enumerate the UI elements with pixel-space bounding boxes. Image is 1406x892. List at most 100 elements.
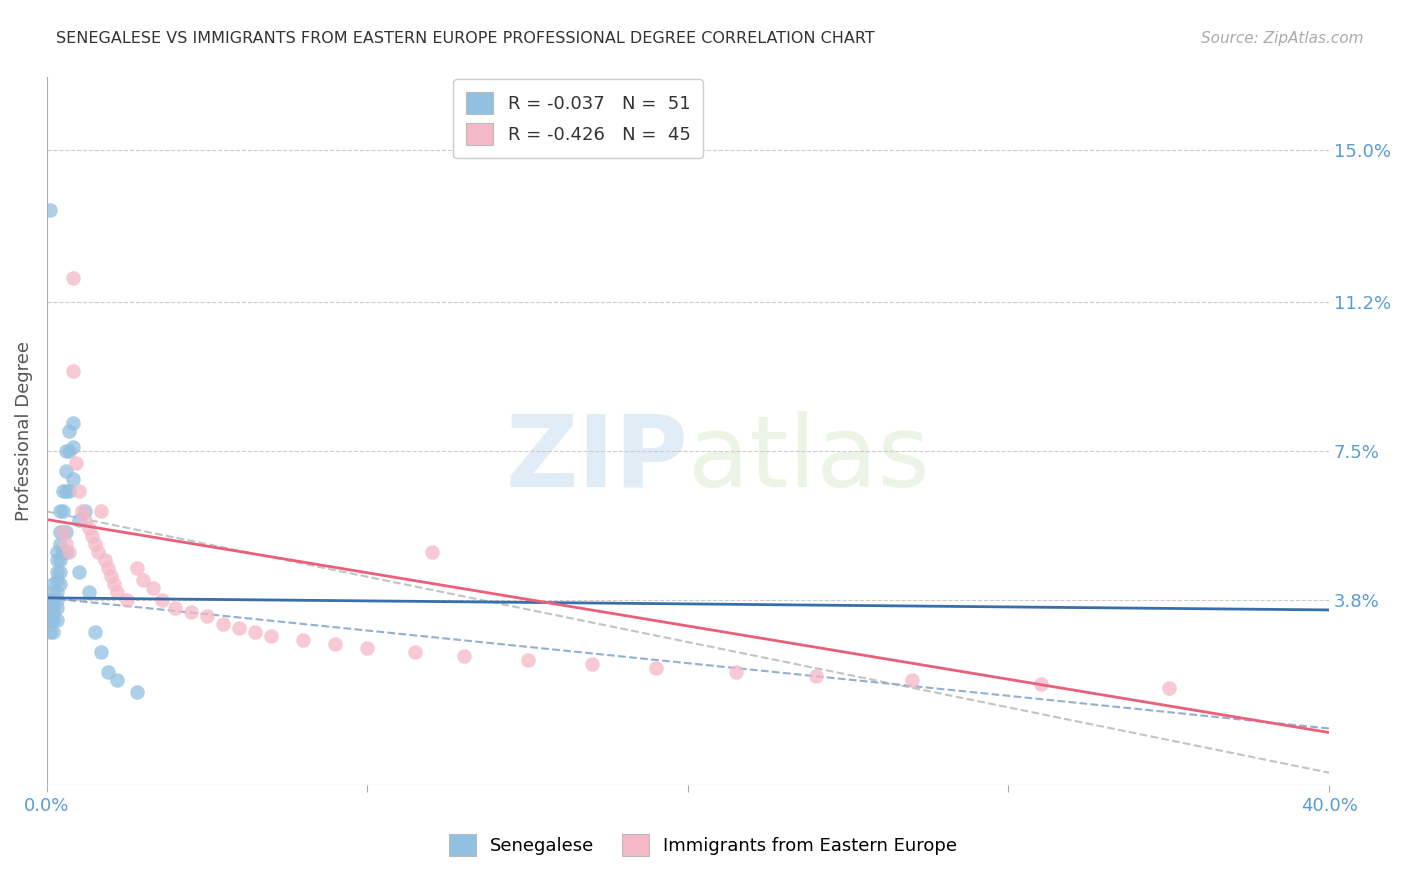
Point <box>132 573 155 587</box>
Point <box>644 661 666 675</box>
Point <box>45 565 67 579</box>
Point <box>67 512 90 526</box>
Point <box>453 649 475 664</box>
Point <box>48 565 70 579</box>
Point <box>103 576 125 591</box>
Point <box>39 613 62 627</box>
Point <box>100 568 122 582</box>
Legend: R = -0.037   N =  51, R = -0.426   N =  45: R = -0.037 N = 51, R = -0.426 N = 45 <box>453 79 703 158</box>
Point <box>1157 681 1180 696</box>
Point <box>70 504 93 518</box>
Point <box>62 364 84 378</box>
Point <box>195 609 218 624</box>
Text: SENEGALESE VS IMMIGRANTS FROM EASTERN EUROPE PROFESSIONAL DEGREE CORRELATION CHA: SENEGALESE VS IMMIGRANTS FROM EASTERN EU… <box>56 31 875 46</box>
Point <box>325 637 347 651</box>
Point <box>77 520 100 534</box>
Point <box>42 625 65 640</box>
Point <box>80 528 103 542</box>
Point <box>55 524 77 539</box>
Point <box>67 565 90 579</box>
Y-axis label: Professional Degree: Professional Degree <box>15 341 32 521</box>
Point <box>39 202 62 217</box>
Point <box>724 665 747 680</box>
Point <box>39 625 62 640</box>
Point <box>107 673 129 688</box>
Point <box>48 504 70 518</box>
Point <box>62 416 84 430</box>
Point <box>39 593 62 607</box>
Point <box>39 601 62 615</box>
Point <box>581 657 603 672</box>
Point <box>115 593 138 607</box>
Point <box>52 524 75 539</box>
Point <box>55 536 77 550</box>
Point <box>804 669 827 683</box>
Point <box>45 613 67 627</box>
Point <box>48 524 70 539</box>
Point <box>39 609 62 624</box>
Point <box>52 544 75 558</box>
Point <box>125 560 148 574</box>
Point <box>67 484 90 499</box>
Point <box>90 645 112 659</box>
Text: atlas: atlas <box>688 411 929 508</box>
Legend: Senegalese, Immigrants from Eastern Europe: Senegalese, Immigrants from Eastern Euro… <box>441 827 965 863</box>
Point <box>45 585 67 599</box>
Point <box>356 641 378 656</box>
Point <box>45 573 67 587</box>
Point <box>245 625 267 640</box>
Point <box>45 593 67 607</box>
Point <box>84 625 107 640</box>
Point <box>292 633 315 648</box>
Point <box>58 544 80 558</box>
Point <box>260 629 283 643</box>
Point <box>93 552 115 566</box>
Point <box>55 544 77 558</box>
Point <box>150 593 173 607</box>
Point <box>55 444 77 458</box>
Point <box>42 613 65 627</box>
Point <box>52 504 75 518</box>
Point <box>75 512 97 526</box>
Point <box>97 665 120 680</box>
Point <box>1029 677 1052 691</box>
Point <box>42 585 65 599</box>
Point <box>48 576 70 591</box>
Point <box>62 440 84 454</box>
Point <box>77 585 100 599</box>
Point <box>45 544 67 558</box>
Point <box>516 653 538 667</box>
Point <box>165 601 187 615</box>
Point <box>420 544 443 558</box>
Point <box>62 271 84 285</box>
Point <box>97 560 120 574</box>
Point <box>180 605 202 619</box>
Point <box>142 581 165 595</box>
Point <box>55 484 77 499</box>
Point <box>48 552 70 566</box>
Point <box>84 536 107 550</box>
Point <box>62 472 84 486</box>
Point <box>87 544 110 558</box>
Point <box>52 524 75 539</box>
Point <box>212 617 235 632</box>
Point <box>42 601 65 615</box>
Point <box>55 464 77 478</box>
Point <box>45 601 67 615</box>
Point <box>48 536 70 550</box>
Point <box>125 685 148 699</box>
Point <box>228 621 250 635</box>
Point <box>107 585 129 599</box>
Point <box>901 673 924 688</box>
Point <box>90 504 112 518</box>
Text: ZIP: ZIP <box>505 411 688 508</box>
Point <box>405 645 427 659</box>
Point <box>45 552 67 566</box>
Point <box>58 424 80 438</box>
Point <box>75 504 97 518</box>
Point <box>42 593 65 607</box>
Point <box>42 605 65 619</box>
Point <box>52 484 75 499</box>
Point <box>42 576 65 591</box>
Point <box>58 484 80 499</box>
